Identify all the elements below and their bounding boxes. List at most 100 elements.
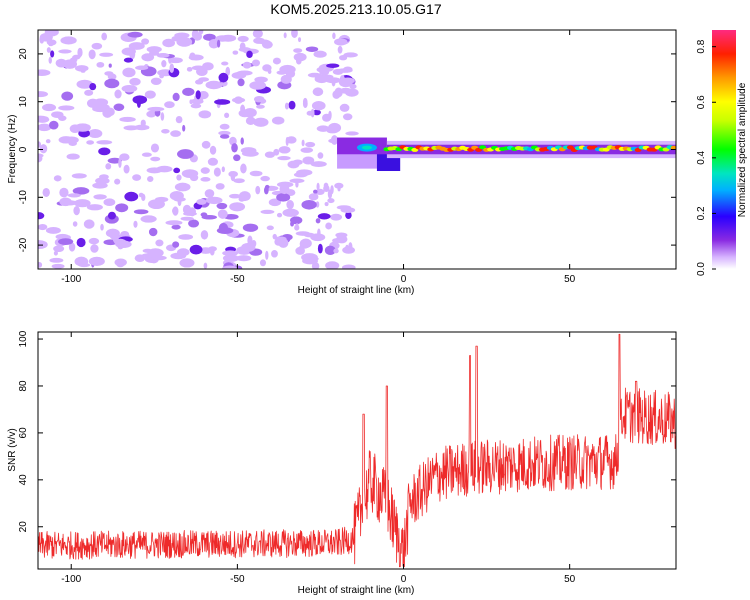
spectrogram-noise-cell bbox=[45, 139, 51, 144]
spectrogram-noise-cell bbox=[189, 174, 199, 182]
spectrogram-noise-cell bbox=[58, 105, 75, 111]
spectrogram-noise-cell bbox=[122, 67, 136, 78]
spectrogram-noise-cell bbox=[200, 230, 209, 240]
spectrogram-noise-cell bbox=[189, 244, 203, 255]
spectrogram-noise-cell bbox=[134, 254, 146, 262]
spectrogram-noise-cell bbox=[332, 68, 344, 75]
spectrogram-noise-cell bbox=[231, 71, 247, 79]
spectrogram-noise-cell bbox=[245, 116, 256, 126]
spectrogram-image bbox=[38, 30, 676, 269]
spectrogram-noise-cell bbox=[303, 232, 315, 238]
spectrogram-noise-cell bbox=[205, 80, 223, 90]
spectrogram-noise-cell bbox=[305, 46, 319, 52]
spectrogram-noise-cell bbox=[124, 191, 139, 202]
spectrogram-noise-cell bbox=[292, 159, 303, 165]
snr-x-ticks: -100 -50 0 50 bbox=[61, 332, 576, 585]
spectrogram-noise-cell bbox=[301, 139, 305, 147]
spectrogram-noise-cell bbox=[74, 199, 91, 208]
spectrogram-noise-cell bbox=[336, 205, 352, 210]
y-tick-label: -20 bbox=[18, 237, 29, 252]
spectrogram-ridge-cell bbox=[479, 145, 487, 150]
spectrogram-noise-cell bbox=[200, 167, 210, 174]
spectrogram-noise-cell bbox=[251, 59, 261, 67]
spectrogram-noise-cell bbox=[293, 48, 303, 53]
spectrogram-noise-cell bbox=[144, 90, 156, 99]
spectrogram-noise-cell bbox=[62, 59, 78, 69]
spectrogram-noise-cell bbox=[146, 167, 163, 174]
spectrogram-noise-cell bbox=[328, 110, 332, 120]
spectrogram-noise-cell bbox=[334, 182, 344, 189]
spectrogram-noise-cell bbox=[150, 143, 160, 153]
spectrogram-noise-cell bbox=[91, 42, 103, 50]
spectrogram-noise-cell bbox=[188, 219, 200, 228]
spectrogram-noise-cell bbox=[237, 78, 245, 87]
spectrogram-noise-cell bbox=[115, 203, 129, 213]
spectrogram-noise-cell bbox=[253, 95, 265, 103]
spectrogram-noise-cell bbox=[334, 87, 343, 98]
spectrogram-noise-cell bbox=[86, 140, 95, 145]
spectrogram-noise-cell bbox=[216, 202, 228, 210]
spectrogram-noise-cell bbox=[221, 61, 229, 66]
spectrogram-noise-cell bbox=[46, 47, 51, 53]
spectrogram-noise-cell bbox=[67, 193, 81, 198]
spectrogram-noise-cell bbox=[182, 124, 186, 132]
spectrogram-noise-cell bbox=[266, 225, 274, 231]
colorbar-scale bbox=[712, 30, 736, 269]
spectrogram-noise-cell bbox=[221, 166, 225, 173]
spectrogram-noise-cell bbox=[55, 233, 70, 240]
spectrogram-noise-cell bbox=[104, 78, 120, 89]
colorbar-ticks: 0.0 0.2 0.4 0.6 0.8 bbox=[696, 39, 716, 276]
spectrogram-noise-cell bbox=[73, 205, 80, 216]
spectrogram-noise-cell bbox=[249, 170, 263, 177]
snr-panel: -100 -50 0 50 20 40 60 80 100 Height of straigh… bbox=[7, 330, 677, 596]
spectrogram-noise-cell bbox=[155, 239, 164, 247]
spectrogram-ridge-cell bbox=[475, 147, 483, 152]
spectrogram-noise-cell bbox=[74, 123, 91, 132]
spectrogram-noise-cell bbox=[135, 65, 149, 71]
colorbar-label: Normalized spectral amplitude bbox=[737, 82, 748, 217]
spectrogram-noise-cell bbox=[315, 188, 325, 196]
spectrogram-noise-cell bbox=[169, 63, 175, 73]
spectrogram-noise-cell bbox=[47, 30, 53, 36]
spectrogram-noise-cell bbox=[256, 104, 265, 109]
spectrogram-noise-cell bbox=[58, 49, 72, 54]
spectrogram-noise-cell bbox=[205, 196, 223, 205]
spectrogram-noise-cell bbox=[233, 96, 243, 104]
spectrogram-noise-cell bbox=[177, 197, 182, 207]
spectrogram-noise-cell bbox=[345, 88, 359, 97]
snr-x-label: Height of straight line (km) bbox=[298, 585, 415, 596]
spectrogram-noise-cell bbox=[128, 42, 145, 50]
x-tick-label: 0 bbox=[401, 274, 407, 285]
spectrogram-noise-cell bbox=[313, 50, 327, 58]
spectrogram-noise-cell bbox=[72, 221, 78, 227]
spectrogram-noise-cell bbox=[196, 67, 208, 77]
spectrogram-y-ticks: -20 -10 0 10 20 bbox=[18, 48, 676, 252]
spectrogram-noise-cell bbox=[38, 116, 50, 123]
spectrogram-noise-cell bbox=[209, 247, 215, 256]
spectrogram-noise-cell bbox=[286, 200, 294, 210]
spectrogram-noise-cell bbox=[229, 193, 241, 199]
x-tick-label: 0 bbox=[401, 574, 407, 585]
spectrogram-noise-cell bbox=[302, 256, 319, 262]
spectrogram-noise-cell bbox=[53, 245, 65, 253]
spectrogram-noise-cell bbox=[119, 153, 130, 161]
spectrogram-noise-cell bbox=[156, 53, 170, 58]
spectrogram-y-label: Frequency (Hz) bbox=[7, 115, 18, 184]
spectrogram-noise-cell bbox=[102, 107, 113, 118]
spectrogram-noise-cell bbox=[241, 150, 259, 157]
spectrogram-noise-cell bbox=[133, 220, 138, 228]
spectrogram-noise-cell bbox=[98, 147, 111, 156]
y-tick-label: 10 bbox=[18, 96, 29, 108]
colorbar-tick-label: 0.8 bbox=[696, 39, 707, 53]
spectrogram-noise-cell bbox=[214, 99, 231, 105]
spectrogram-noise-cell bbox=[345, 131, 359, 136]
spectrogram-noise-cell bbox=[140, 215, 157, 223]
y-tick-label: 20 bbox=[18, 48, 29, 60]
spectrogram-noise-cell bbox=[295, 57, 302, 65]
spectrogram-noise-cell bbox=[222, 265, 238, 269]
spectrogram-noise-cell bbox=[173, 167, 181, 174]
spectrogram-noise-cell bbox=[108, 63, 112, 68]
spectrogram-noise-cell bbox=[178, 234, 194, 240]
spectrogram-noise-cell bbox=[313, 189, 318, 194]
